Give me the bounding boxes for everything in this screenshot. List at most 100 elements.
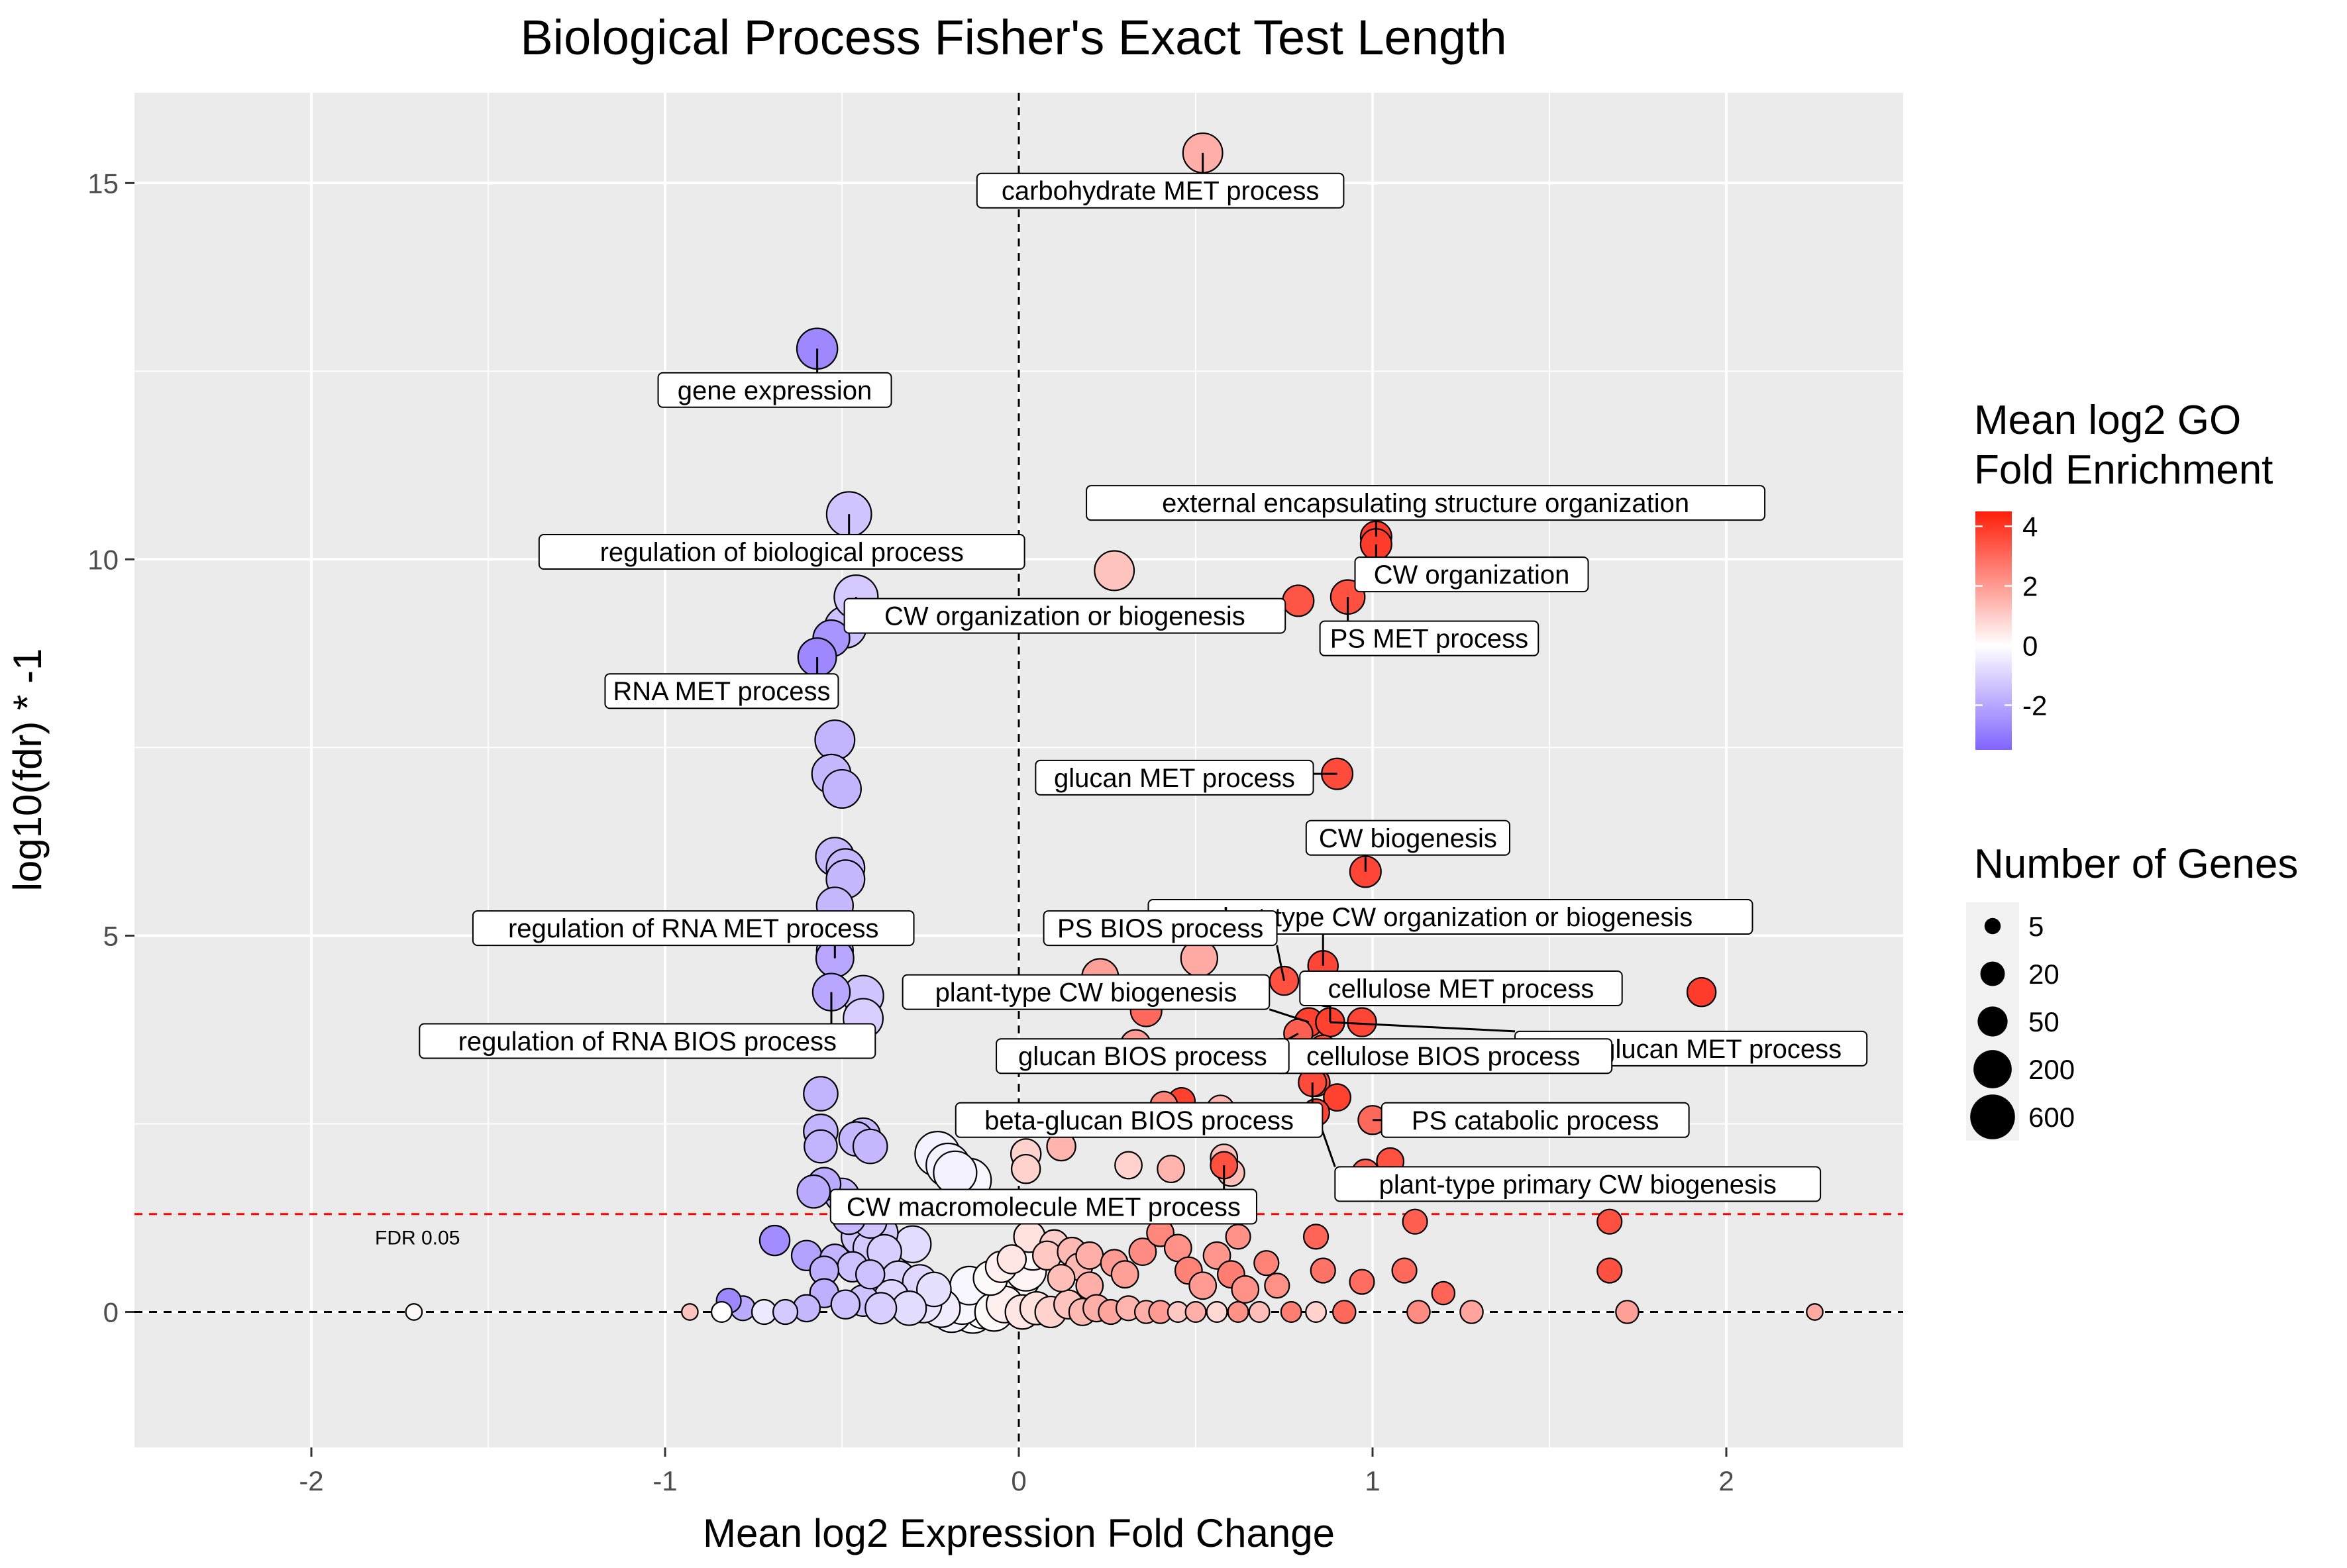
data-point — [1596, 1208, 1623, 1235]
point-label: carbohydrate MET process — [1002, 177, 1319, 206]
point-label: PS BIOS process — [1057, 914, 1263, 943]
x-tick-label: -1 — [652, 1465, 677, 1496]
data-point — [1305, 1301, 1328, 1323]
data-point — [710, 1301, 733, 1323]
data-point — [1227, 1301, 1249, 1323]
x-axis-label: Mean log2 Expression Fold Change — [703, 1511, 1335, 1555]
data-point — [1596, 1257, 1623, 1284]
label-box — [955, 1102, 1324, 1138]
label-box — [829, 1188, 1257, 1225]
colorbar-ticks: 4 2 0 -2 — [1975, 511, 2047, 721]
point-label: beta-glucan BIOS process — [984, 1106, 1294, 1135]
color-legend: Mean log2 GO Fold Enrichment 4 2 0 -2 — [1974, 397, 2273, 750]
y-tick-label: 15 — [87, 168, 119, 199]
data-point — [1010, 1153, 1041, 1184]
size-legend-dot — [1977, 1006, 2008, 1037]
point-label: regulation of RNA BIOS process — [458, 1027, 837, 1057]
size-legend-label: 50 — [2028, 1006, 2060, 1037]
data-point — [855, 1259, 886, 1290]
size-legend-dot — [1980, 961, 2005, 986]
colorbar — [1975, 511, 2012, 750]
label-leader-line — [1276, 945, 1285, 981]
data-point — [1349, 1269, 1375, 1295]
data-point — [1184, 1301, 1207, 1323]
colorbar-tick-label: -2 — [2022, 690, 2047, 721]
data-point — [1302, 1224, 1330, 1250]
data-point — [1157, 1155, 1186, 1184]
data-point — [804, 1129, 838, 1164]
point-label: external encapsulating structure organiz… — [1162, 489, 1689, 518]
label-box — [1035, 759, 1314, 796]
data-point — [1253, 1250, 1280, 1277]
data-point — [814, 719, 856, 761]
data-point — [1264, 1273, 1290, 1299]
y-axis-label: log10(fdr) * -1 — [5, 649, 50, 892]
color-legend-title-line1: Mean log2 GO — [1974, 397, 2241, 443]
label-box — [843, 598, 1286, 634]
data-point — [891, 1290, 927, 1326]
label-box — [1086, 485, 1766, 521]
x-tick-label: -2 — [299, 1465, 323, 1496]
data-point — [933, 1150, 978, 1195]
label-box — [1299, 970, 1623, 1006]
colorbar-tick-label: 0 — [2022, 631, 2038, 662]
point-label: cellulose BIOS process — [1306, 1042, 1581, 1071]
x-axis: -2 -1 0 1 2 — [299, 1447, 1734, 1496]
label-box — [1043, 910, 1278, 947]
point-label: cellulose MET process — [1328, 974, 1594, 1004]
data-point — [1225, 1224, 1251, 1250]
data-point — [1280, 1301, 1302, 1323]
point-labels: carbohydrate MET process gene expression r… — [419, 172, 1868, 1225]
point-label: CW biogenesis — [1319, 824, 1497, 853]
size-legend-dot — [1984, 917, 2001, 935]
colorbar-tick-label: 2 — [2022, 571, 2038, 602]
data-point — [1323, 1083, 1352, 1112]
data-point — [1459, 1300, 1484, 1324]
label-box — [1354, 556, 1589, 593]
label-box — [902, 974, 1271, 1010]
data-point — [916, 1271, 952, 1308]
point-label: PS catabolic process — [1412, 1106, 1659, 1135]
data-point — [1094, 550, 1135, 592]
point-label: regulation of biological process — [600, 538, 964, 567]
y-tick-label: 10 — [87, 544, 119, 575]
data-point — [1331, 1300, 1357, 1324]
data-point — [852, 1128, 888, 1165]
label-box — [604, 673, 839, 709]
data-point — [1110, 1260, 1139, 1289]
size-legend-label: 20 — [2028, 959, 2060, 990]
data-point — [1431, 1281, 1456, 1306]
size-legend-items: 5 20 50 200 600 — [1966, 902, 2075, 1141]
point-label: plant-type CW biogenesis — [935, 978, 1237, 1008]
label-leader-line — [1330, 1021, 1516, 1033]
x-tick-label: 0 — [1011, 1465, 1026, 1496]
label-box — [1319, 620, 1539, 656]
data-point — [405, 1303, 423, 1321]
y-tick-label: 0 — [103, 1297, 119, 1328]
data-point — [772, 1298, 799, 1326]
point-label: regulation of RNA MET process — [508, 914, 879, 943]
size-legend-dot — [1970, 1094, 2015, 1139]
data-point — [796, 1174, 831, 1209]
y-tick-label: 5 — [103, 920, 119, 951]
data-point — [1406, 1300, 1431, 1324]
label-box — [657, 372, 892, 408]
data-point — [1282, 584, 1315, 617]
label-box — [538, 534, 1025, 570]
data-point — [681, 1303, 699, 1321]
data-point — [1114, 1151, 1143, 1180]
data-point — [758, 1224, 791, 1257]
data-point — [864, 1292, 898, 1325]
size-legend-dot — [1973, 1050, 2012, 1088]
data-point — [1806, 1303, 1824, 1321]
x-tick-label: 2 — [1718, 1465, 1734, 1496]
size-legend-label: 200 — [2028, 1054, 2075, 1085]
data-point — [1310, 1257, 1336, 1284]
label-leader-line — [1269, 1008, 1310, 1023]
data-point — [1047, 1263, 1076, 1292]
data-point — [1248, 1301, 1271, 1323]
point-label: CW organization — [1374, 560, 1570, 590]
label-box — [472, 910, 915, 947]
